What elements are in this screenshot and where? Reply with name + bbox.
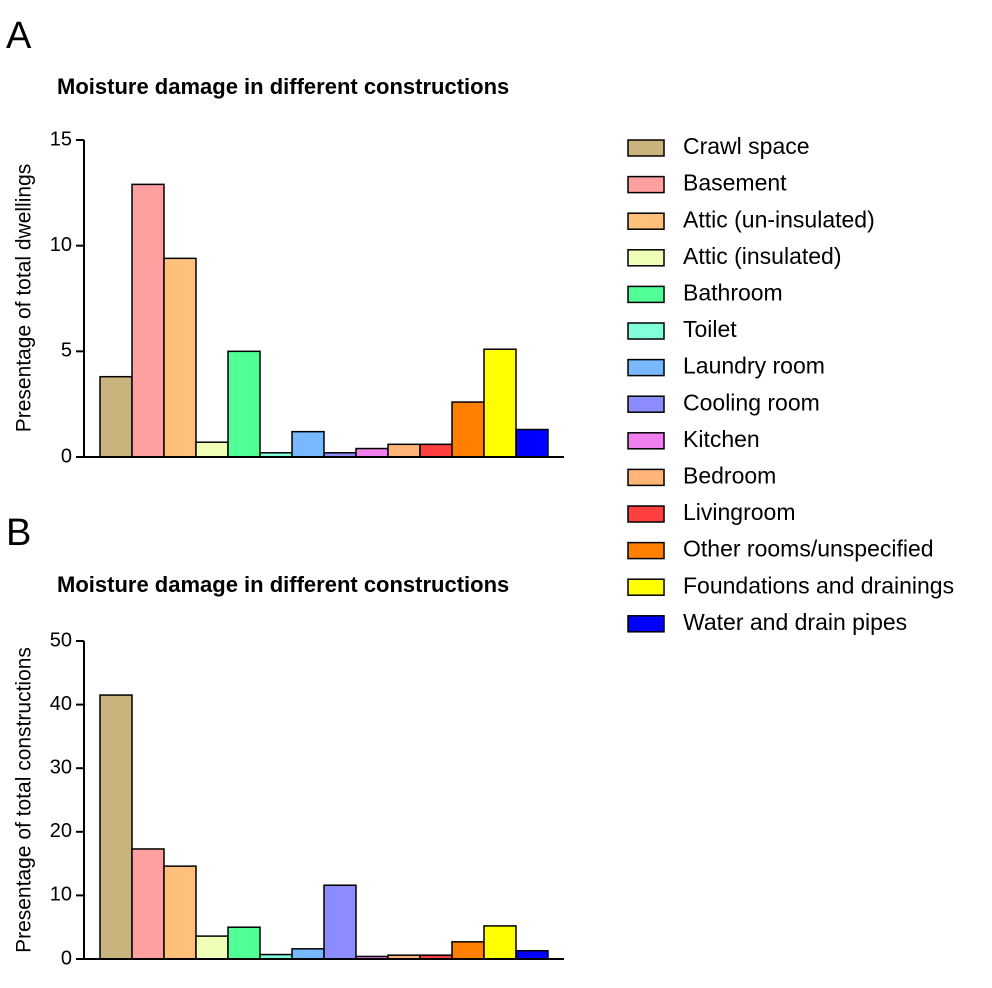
bar — [195, 935, 229, 960]
bar — [227, 926, 261, 960]
bar — [451, 941, 485, 960]
y-tick-label: 20 — [50, 820, 72, 842]
legend-swatch — [627, 358, 665, 377]
y-tick-label: 40 — [50, 693, 72, 715]
legend-label: Basement — [683, 170, 787, 196]
chart-title: Moisture damage in different constructio… — [57, 572, 509, 597]
legend-label: Crawl space — [683, 133, 810, 159]
bar — [355, 447, 389, 458]
legend-label: Bedroom — [683, 462, 776, 488]
legend-label: Cooling room — [683, 389, 820, 415]
y-tick-label: 5 — [61, 340, 72, 362]
bar — [99, 694, 133, 960]
legend-swatch — [627, 395, 665, 413]
y-tick-label: 30 — [50, 756, 72, 778]
bar — [515, 428, 549, 458]
bar — [131, 848, 165, 960]
legend-label: Water and drain pipes — [683, 609, 907, 635]
legend-label: Toilet — [683, 316, 737, 342]
panel-label: B — [6, 512, 31, 554]
panel-label: A — [6, 15, 32, 57]
legend-label: Foundations and drainings — [683, 572, 954, 598]
bar — [515, 949, 549, 960]
legend-swatch — [627, 541, 665, 560]
bar — [195, 441, 229, 458]
y-tick-label: 10 — [50, 234, 72, 256]
y-tick-label: 0 — [61, 947, 72, 969]
legend-swatch — [627, 468, 665, 487]
legend-swatch — [627, 175, 665, 194]
bar — [483, 925, 517, 960]
bar — [163, 865, 197, 960]
legend-label: Kitchen — [683, 426, 760, 452]
legend-label: Laundry room — [683, 353, 825, 379]
legend-swatch — [627, 578, 665, 596]
legend-swatch — [627, 212, 665, 230]
legend-label: Other rooms/unspecified — [683, 536, 934, 562]
legend-swatch — [627, 615, 665, 633]
legend-swatch — [627, 249, 665, 267]
legend-swatch — [627, 139, 665, 157]
bar — [419, 443, 453, 458]
bar — [291, 430, 325, 458]
bar — [163, 257, 197, 458]
bar — [131, 183, 165, 458]
legend-swatch — [627, 432, 665, 450]
y-axis-label: Presentage of total dwellings — [13, 164, 36, 433]
y-tick-label: 10 — [50, 884, 72, 906]
legend-swatch — [627, 322, 665, 340]
legend-label: Bathroom — [683, 279, 783, 305]
legend-label: Livingroom — [683, 499, 796, 525]
bar — [387, 443, 421, 458]
chart-title: Moisture damage in different constructio… — [57, 74, 509, 99]
legend-swatch — [627, 505, 665, 523]
bar — [99, 375, 133, 458]
bar — [227, 350, 261, 458]
y-tick-label: 15 — [50, 128, 72, 150]
bar — [323, 884, 357, 960]
y-tick-label: 50 — [50, 629, 72, 651]
bar — [451, 401, 485, 458]
bar — [291, 948, 325, 960]
y-tick-label: 0 — [61, 445, 72, 467]
legend-label: Attic (insulated) — [683, 243, 842, 269]
legend-label: Attic (un-insulated) — [683, 206, 875, 232]
bar — [483, 348, 517, 458]
y-axis-label: Presentage of total constructions — [13, 647, 36, 953]
legend-swatch — [627, 285, 665, 304]
